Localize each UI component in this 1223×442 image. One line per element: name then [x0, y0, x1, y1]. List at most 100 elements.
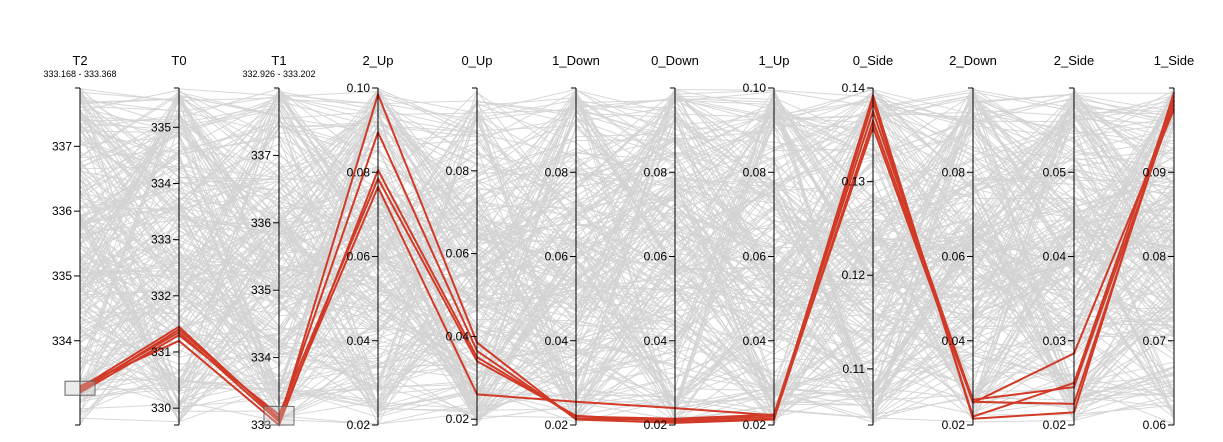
tick-label: 335 — [151, 120, 171, 134]
axis-title[interactable]: 0_Down — [651, 53, 699, 68]
axis-0_Down[interactable]: 0_Down 0.02 0.04 0.06 0.08 — [644, 53, 699, 432]
context-line — [79, 126, 1175, 315]
tick-label: 0.13 — [842, 175, 866, 189]
axis-title[interactable]: T1 — [271, 53, 286, 68]
axis-title[interactable]: 0_Side — [853, 53, 893, 68]
axis-1_Up[interactable]: 1_Up 0.02 0.04 0.06 0.08 0.10 — [743, 53, 790, 432]
context-line — [79, 100, 1175, 422]
axis-title[interactable]: T2 — [72, 53, 87, 68]
context-line — [79, 102, 1175, 421]
axis-title[interactable]: 2_Side — [1054, 53, 1094, 68]
context-line — [79, 95, 1175, 409]
highlighted-lines — [79, 91, 1175, 427]
context-line — [79, 92, 1175, 348]
tick-label: 332 — [151, 289, 171, 303]
context-line — [79, 111, 1175, 422]
axis-title[interactable]: 2_Up — [362, 53, 393, 68]
context-line — [79, 124, 1175, 365]
context-line — [79, 92, 1174, 411]
axis-title[interactable]: 0_Up — [461, 53, 492, 68]
context-line — [79, 177, 1175, 396]
context-line — [79, 136, 1175, 421]
highlighted-line[interactable] — [79, 91, 1175, 424]
axis-T0[interactable]: T0 330 331 332 333 334 335 — [151, 53, 187, 426]
tick-label: 0.12 — [842, 268, 866, 282]
context-line — [79, 99, 1175, 423]
context-line — [79, 111, 1175, 421]
highlighted-line[interactable] — [79, 108, 1175, 422]
axis-2_Up[interactable]: 2_Up 0.02 0.04 0.06 0.08 0.10 — [347, 53, 394, 432]
axis-2_Side[interactable]: 2_Side 0.02 0.03 0.04 0.05 — [1043, 53, 1095, 432]
context-line — [79, 95, 1175, 369]
axis-brush[interactable] — [64, 380, 96, 396]
highlighted-line[interactable] — [79, 104, 1175, 423]
axis-title[interactable]: 1_Up — [758, 53, 789, 68]
context-line — [79, 220, 1175, 423]
context-line — [79, 91, 1175, 401]
tick-label: 0.14 — [842, 81, 866, 95]
context-line — [79, 90, 1175, 424]
tick-label: 0.09 — [1143, 165, 1167, 179]
axis-title[interactable]: 1_Down — [552, 53, 600, 68]
axis-0_Side[interactable]: 0_Side 0.11 0.12 0.13 0.14 — [842, 53, 894, 426]
context-line — [79, 88, 1175, 408]
context-line — [79, 92, 1175, 311]
context-line — [79, 94, 1175, 279]
tick-label: 0.08 — [446, 164, 470, 178]
context-line — [79, 95, 1175, 384]
tick-label: 0.04 — [545, 334, 569, 348]
tick-label: 0.08 — [1143, 250, 1167, 264]
context-line — [79, 93, 1175, 423]
context-line — [79, 106, 1175, 392]
tick-label: 0.10 — [743, 81, 767, 95]
tick-label: 336 — [52, 204, 72, 218]
tick-label: 333 — [251, 418, 271, 432]
context-line — [79, 91, 1175, 426]
context-line — [79, 88, 1175, 400]
context-line — [79, 88, 1175, 414]
tick-label: 0.08 — [743, 165, 767, 179]
tick-label: 336 — [251, 216, 271, 230]
tick-label: 0.04 — [942, 334, 966, 348]
axis-brush[interactable] — [263, 405, 295, 426]
tick-label: 0.08 — [644, 165, 668, 179]
tick-label: 337 — [251, 148, 271, 162]
tick-label: 0.02 — [545, 418, 569, 432]
context-line — [79, 95, 1175, 367]
context-line — [79, 109, 1175, 384]
axis-1_Side[interactable]: 1_Side 0.06 0.07 0.08 0.09 — [1143, 53, 1195, 432]
axis-title[interactable]: 2_Down — [949, 53, 997, 68]
context-line — [79, 92, 1175, 409]
tick-label: 0.07 — [1143, 334, 1167, 348]
tick-label: 0.08 — [347, 165, 371, 179]
brush-range-label: 332.926 - 333.202 — [242, 69, 315, 79]
axis-0_Up[interactable]: 0_Up 0.02 0.04 0.06 0.08 — [446, 53, 493, 426]
axis-1_Down[interactable]: 1_Down 0.02 0.04 0.06 0.08 — [545, 53, 600, 432]
context-line — [79, 106, 1175, 396]
axis-2_Down[interactable]: 2_Down 0.02 0.04 0.06 0.08 — [942, 53, 997, 432]
context-line — [79, 113, 1175, 422]
axis-title[interactable]: 1_Side — [1154, 53, 1194, 68]
context-line — [79, 88, 1175, 399]
context-line — [79, 88, 1175, 390]
context-line — [79, 106, 1175, 421]
axis-title[interactable]: T0 — [171, 53, 186, 68]
context-line — [79, 115, 1175, 422]
tick-label: 337 — [52, 139, 72, 153]
context-line — [79, 90, 1175, 405]
tick-label: 0.04 — [347, 334, 371, 348]
tick-label: 0.02 — [743, 418, 767, 432]
context-line — [79, 245, 1175, 420]
tick-label: 0.04 — [743, 334, 767, 348]
context-line — [79, 213, 1175, 410]
context-line — [79, 115, 1175, 344]
context-line — [79, 99, 1175, 412]
context-line — [79, 89, 1175, 407]
tick-label: 0.06 — [347, 250, 371, 264]
context-line — [79, 92, 1175, 309]
tick-label: 0.06 — [743, 250, 767, 264]
